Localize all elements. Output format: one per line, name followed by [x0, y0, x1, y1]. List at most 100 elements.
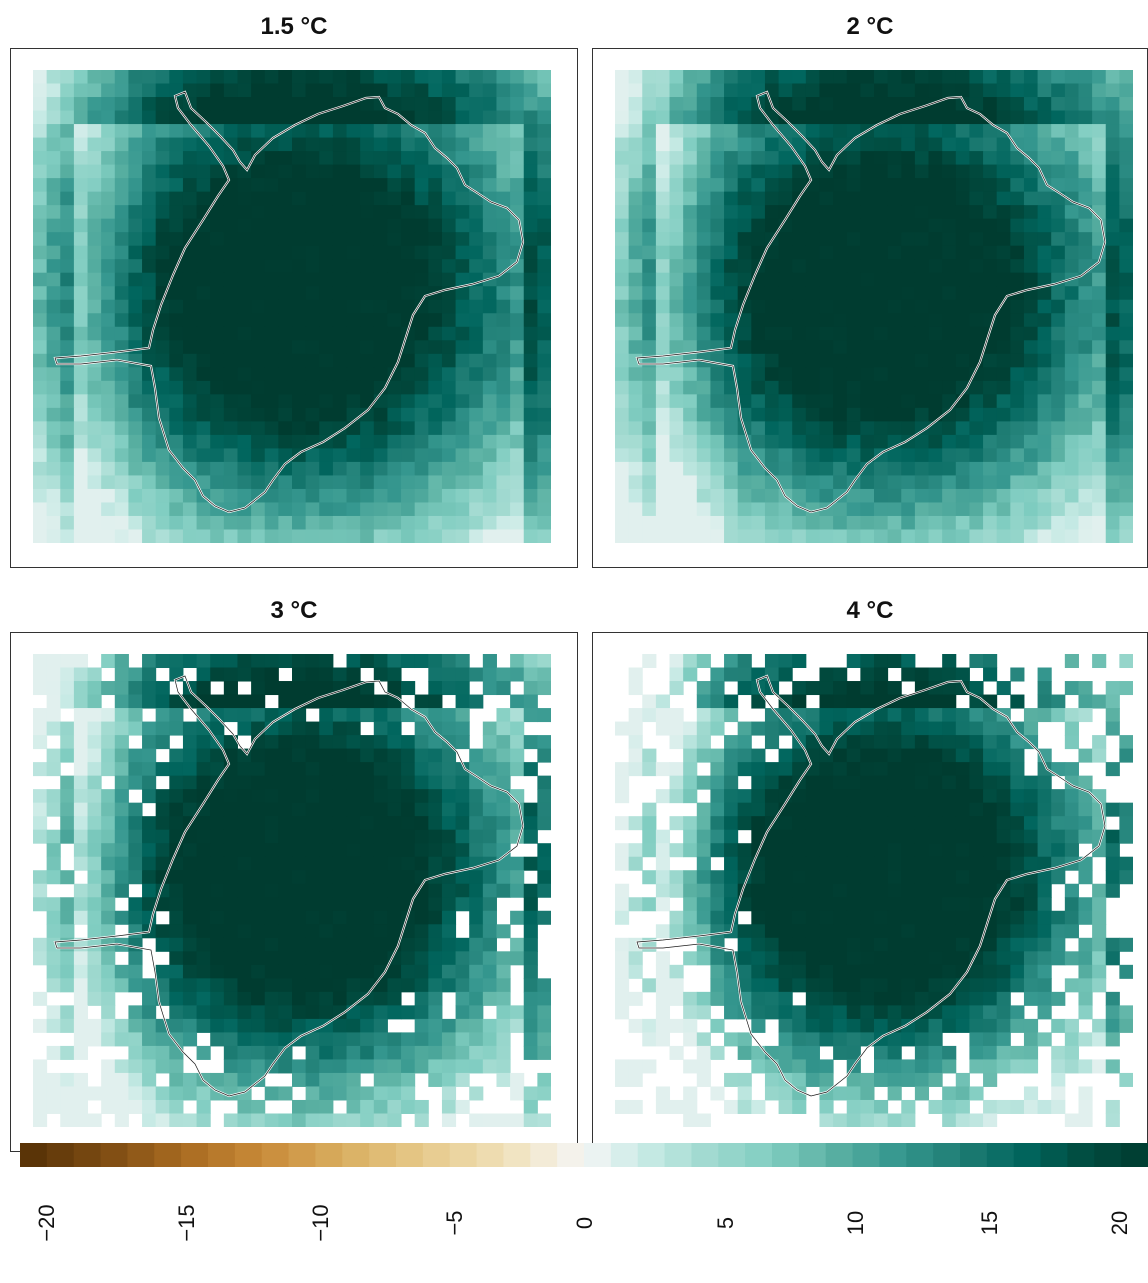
map-cell: [628, 340, 643, 355]
map-cell: [482, 83, 497, 98]
map-cell: [969, 205, 984, 220]
map-cell: [401, 1086, 416, 1101]
map-cell: [819, 897, 834, 912]
map-cell: [819, 978, 834, 993]
map-cell: [1119, 488, 1133, 503]
map-cell: [469, 299, 484, 314]
map-cell: [305, 151, 320, 166]
map-cell: [996, 978, 1011, 993]
map-cell: [751, 762, 766, 777]
map-cell: [914, 151, 930, 166]
map-cell: [169, 1072, 184, 1087]
map-cell: [537, 775, 551, 790]
map-cell: [914, 721, 930, 736]
map-cell: [496, 721, 511, 736]
map-cell: [414, 991, 429, 1006]
map-cell: [914, 340, 930, 355]
map-cell: [278, 816, 293, 831]
map-cell: [251, 654, 266, 669]
map-cell: [1010, 367, 1025, 382]
map-cell: [710, 421, 725, 436]
colorbar-bin: [261, 1143, 290, 1167]
map-cell: [955, 178, 970, 193]
map-cell: [710, 937, 725, 952]
map-cell: [778, 110, 793, 125]
map-cell: [73, 326, 89, 341]
map-cell: [414, 843, 429, 858]
map-cell: [510, 475, 525, 490]
map-cell: [414, 421, 429, 436]
map-cell: [401, 748, 416, 763]
map-cell: [846, 910, 861, 925]
map-cell: [1023, 178, 1039, 193]
map-cell: [33, 502, 48, 517]
map-cell: [455, 164, 470, 179]
map-cell: [942, 475, 957, 490]
map-cell: [683, 951, 698, 966]
map-cell: [278, 694, 293, 709]
map-cell: [928, 218, 943, 233]
map-cell: [278, 353, 293, 368]
map-cell: [615, 299, 630, 314]
map-cell: [373, 110, 388, 125]
map-cell: [496, 748, 511, 763]
map-cell: [142, 991, 157, 1006]
map-cell: [764, 272, 780, 287]
map-cell: [196, 897, 211, 912]
map-cell: [778, 502, 793, 517]
map-cell: [360, 708, 375, 723]
map-cell: [101, 124, 116, 139]
map-cell: [360, 353, 375, 368]
map-cell: [914, 1032, 930, 1047]
map-cell: [901, 313, 916, 328]
map-cell: [182, 205, 198, 220]
map-cell: [182, 286, 198, 301]
map-cell: [1119, 313, 1133, 328]
colorbar-tick: 5: [696, 1178, 756, 1268]
map-cell: [401, 937, 416, 952]
map-cell: [101, 883, 116, 898]
map-cell: [114, 191, 129, 206]
map-cell: [114, 313, 129, 328]
map-cell: [537, 1045, 551, 1060]
map-cell: [496, 124, 511, 139]
map-cell: [373, 380, 388, 395]
map-cell: [724, 883, 739, 898]
map-cell: [73, 775, 89, 790]
map-cell: [332, 205, 348, 220]
map-cell: [114, 515, 129, 530]
map-cell: [332, 218, 348, 233]
map-cell: [737, 178, 752, 193]
map-cell: [846, 762, 861, 777]
map-cell: [182, 1072, 198, 1087]
map-cell: [1064, 1113, 1079, 1127]
map-cell: [996, 735, 1011, 750]
map-cell: [87, 1032, 102, 1047]
map-cell: [751, 205, 766, 220]
map-cell: [1010, 394, 1025, 409]
map-cell: [414, 856, 429, 871]
map-cell: [1051, 259, 1066, 274]
map-cell: [778, 1099, 793, 1114]
map-cell: [792, 910, 807, 925]
map-cell: [955, 83, 970, 98]
map-cell: [414, 340, 429, 355]
map-cell: [942, 667, 957, 682]
map-cell: [223, 313, 238, 328]
map-cell: [223, 816, 238, 831]
map-cell: [264, 1005, 279, 1020]
map-cell: [642, 802, 657, 817]
map-cell: [305, 991, 320, 1006]
map-cell: [360, 272, 375, 287]
map-cell: [169, 367, 184, 382]
map-cell: [346, 1018, 361, 1033]
map-cell: [942, 1018, 957, 1033]
map-cell: [319, 448, 334, 463]
map-cell: [696, 245, 711, 260]
map-cell: [482, 475, 497, 490]
map-cell: [792, 843, 807, 858]
map-cell: [615, 883, 630, 898]
map-cell: [1119, 1005, 1133, 1020]
map-cell: [237, 178, 252, 193]
map-cell: [46, 1045, 61, 1060]
